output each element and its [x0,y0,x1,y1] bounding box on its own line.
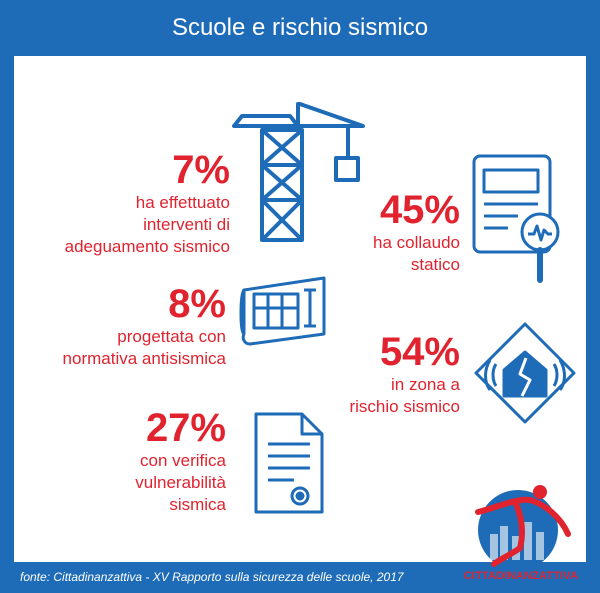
stat-value: 7% [172,148,230,192]
stat-label-line: normativa antisismica [62,349,226,368]
cittadinanzattiva-logo-icon [475,485,571,568]
stat-label-line: statico [410,255,460,274]
blueprint-icon [239,276,326,346]
certificate-document-icon [254,412,324,514]
stat-value: 45% [379,188,460,232]
stat-label-line: con verifica [140,451,226,470]
stat-label-line: in zona a [391,375,460,394]
logo-wordmark: CITTADINANZATTIVA [463,570,579,582]
stat-label-line: vulnerabilità [135,473,226,492]
stat-value: 27% [145,406,226,450]
source-footer: fonte: Cittadinanzattiva - XV Rapporto s… [20,570,404,584]
stat-label-line: sismica [169,495,226,514]
stat-collaudo: 45% ha collaudo statico [340,188,460,276]
stat-vulnerabilita: 27% con verifica vulnerabilità sismica [40,406,226,516]
house-earthquake-icon [474,322,576,424]
stat-label-line: ha collaudo [373,233,460,252]
stat-label-line: progettata con [117,327,226,346]
stat-adeguamento: 7% ha effettuato interventi di adeguamen… [40,148,230,258]
stat-label-line: ha effettuato [135,193,230,212]
stat-label-line: interventi di [143,215,230,234]
stat-label-line: rischio sismico [349,397,460,416]
crane-icon [232,102,365,242]
stat-value: 54% [379,330,460,374]
document-inspection-icon [472,154,560,283]
page-title: Scuole e rischio sismico [171,14,429,41]
stat-zona-sismica: 54% in zona a rischio sismico [320,330,460,418]
stat-label-line: adeguamento sismico [64,237,230,256]
stat-progettata: 8% progettata con normativa antisismica [30,282,226,370]
stat-value: 8% [168,282,226,326]
